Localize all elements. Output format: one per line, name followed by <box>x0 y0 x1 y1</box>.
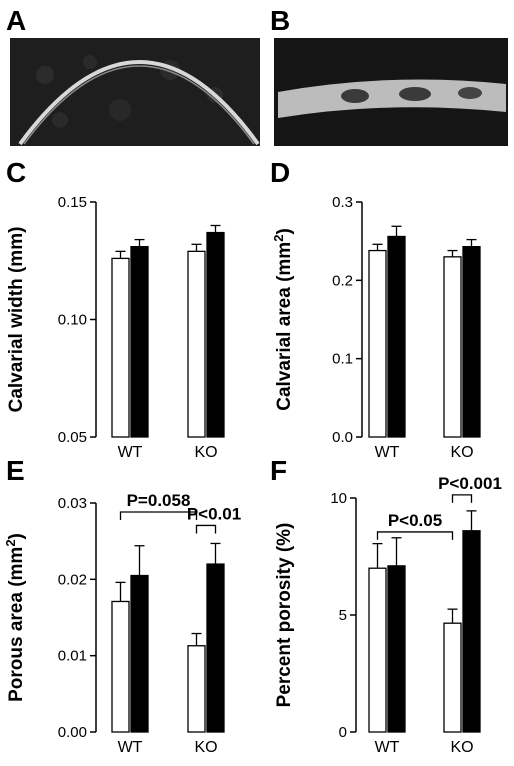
bar <box>387 235 406 438</box>
panel-label-e: E <box>6 455 25 486</box>
y-tick-label: 0.1 <box>332 351 353 368</box>
y-tick-label: 5 <box>339 607 347 624</box>
bar <box>111 600 130 733</box>
chart-calvarial-width: 0.05 0.10 0.15 Calvarial width (mm) WT KO <box>6 194 225 461</box>
y-tick-label: 0.2 <box>332 272 353 289</box>
bar <box>111 257 130 438</box>
bar <box>462 530 481 733</box>
y-tick-label: 0.01 <box>58 648 87 665</box>
y-axis-label: Calvarial width (mm) <box>6 227 27 413</box>
y-tick-label: 0.00 <box>58 724 87 741</box>
significance-bracket <box>195 524 217 534</box>
significance-bracket <box>376 531 454 540</box>
category-label: KO <box>194 739 217 756</box>
significance-bracket <box>119 511 198 520</box>
bar <box>443 622 462 733</box>
y-tick-label: 0.03 <box>58 495 87 512</box>
bar <box>368 567 387 733</box>
bar <box>462 245 481 438</box>
category-label: KO <box>450 739 473 756</box>
chart-calvarial-area: 0.0 0.1 0.2 0.3 Calvarial area (mm2) WT KO <box>271 194 481 461</box>
chart-porous-area: 0.00 0.01 0.02 0.03 Porous area (mm2) WT KO P=0… <box>3 491 242 756</box>
category-label: WT <box>375 444 400 461</box>
panel-label-d: D <box>270 157 290 188</box>
significance-bracket <box>451 494 473 503</box>
bar <box>187 645 206 733</box>
category-label: WT <box>375 739 400 756</box>
category-label: KO <box>194 444 217 461</box>
category-label: KO <box>450 444 473 461</box>
panel-label-f: F <box>270 455 287 486</box>
bar <box>368 249 387 438</box>
chart-percent-porosity: 0 5 10 Percent porosity (%) WT KO P<0.05 P<0.00… <box>274 474 502 756</box>
bar <box>187 250 206 438</box>
significance-label: P<0.001 <box>438 474 502 493</box>
bar <box>130 574 149 733</box>
y-tick-label: 0.02 <box>58 571 87 588</box>
y-axis-label: Porous area (mm2) <box>3 533 28 702</box>
y-axis-label: Percent porosity (%) <box>274 523 295 708</box>
y-tick-label: 10 <box>330 490 347 507</box>
y-tick-label: 0.05 <box>58 429 87 446</box>
panel-label-b: B <box>270 5 290 36</box>
y-tick-label: 0.10 <box>58 312 87 329</box>
bar <box>206 231 225 438</box>
bar <box>387 565 406 733</box>
category-label: WT <box>118 444 143 461</box>
panel-b-image <box>274 38 508 146</box>
significance-label: P=0.058 <box>127 491 191 510</box>
category-label: WT <box>118 739 143 756</box>
y-tick-label: 0.15 <box>58 194 87 211</box>
y-tick-label: 0.0 <box>332 429 353 446</box>
panel-label-c: C <box>6 157 26 188</box>
panel-label-a: A <box>6 5 26 36</box>
y-tick-label: 0 <box>339 724 347 741</box>
y-axis-label: Calvarial area (mm2) <box>271 228 296 411</box>
y-tick-label: 0.3 <box>332 194 353 211</box>
panel-a-image <box>10 38 260 146</box>
bar <box>206 563 225 733</box>
significance-label: P<0.05 <box>388 511 442 530</box>
significance-label: P<0.01 <box>187 504 241 523</box>
bar <box>443 256 462 438</box>
bar <box>130 245 149 438</box>
